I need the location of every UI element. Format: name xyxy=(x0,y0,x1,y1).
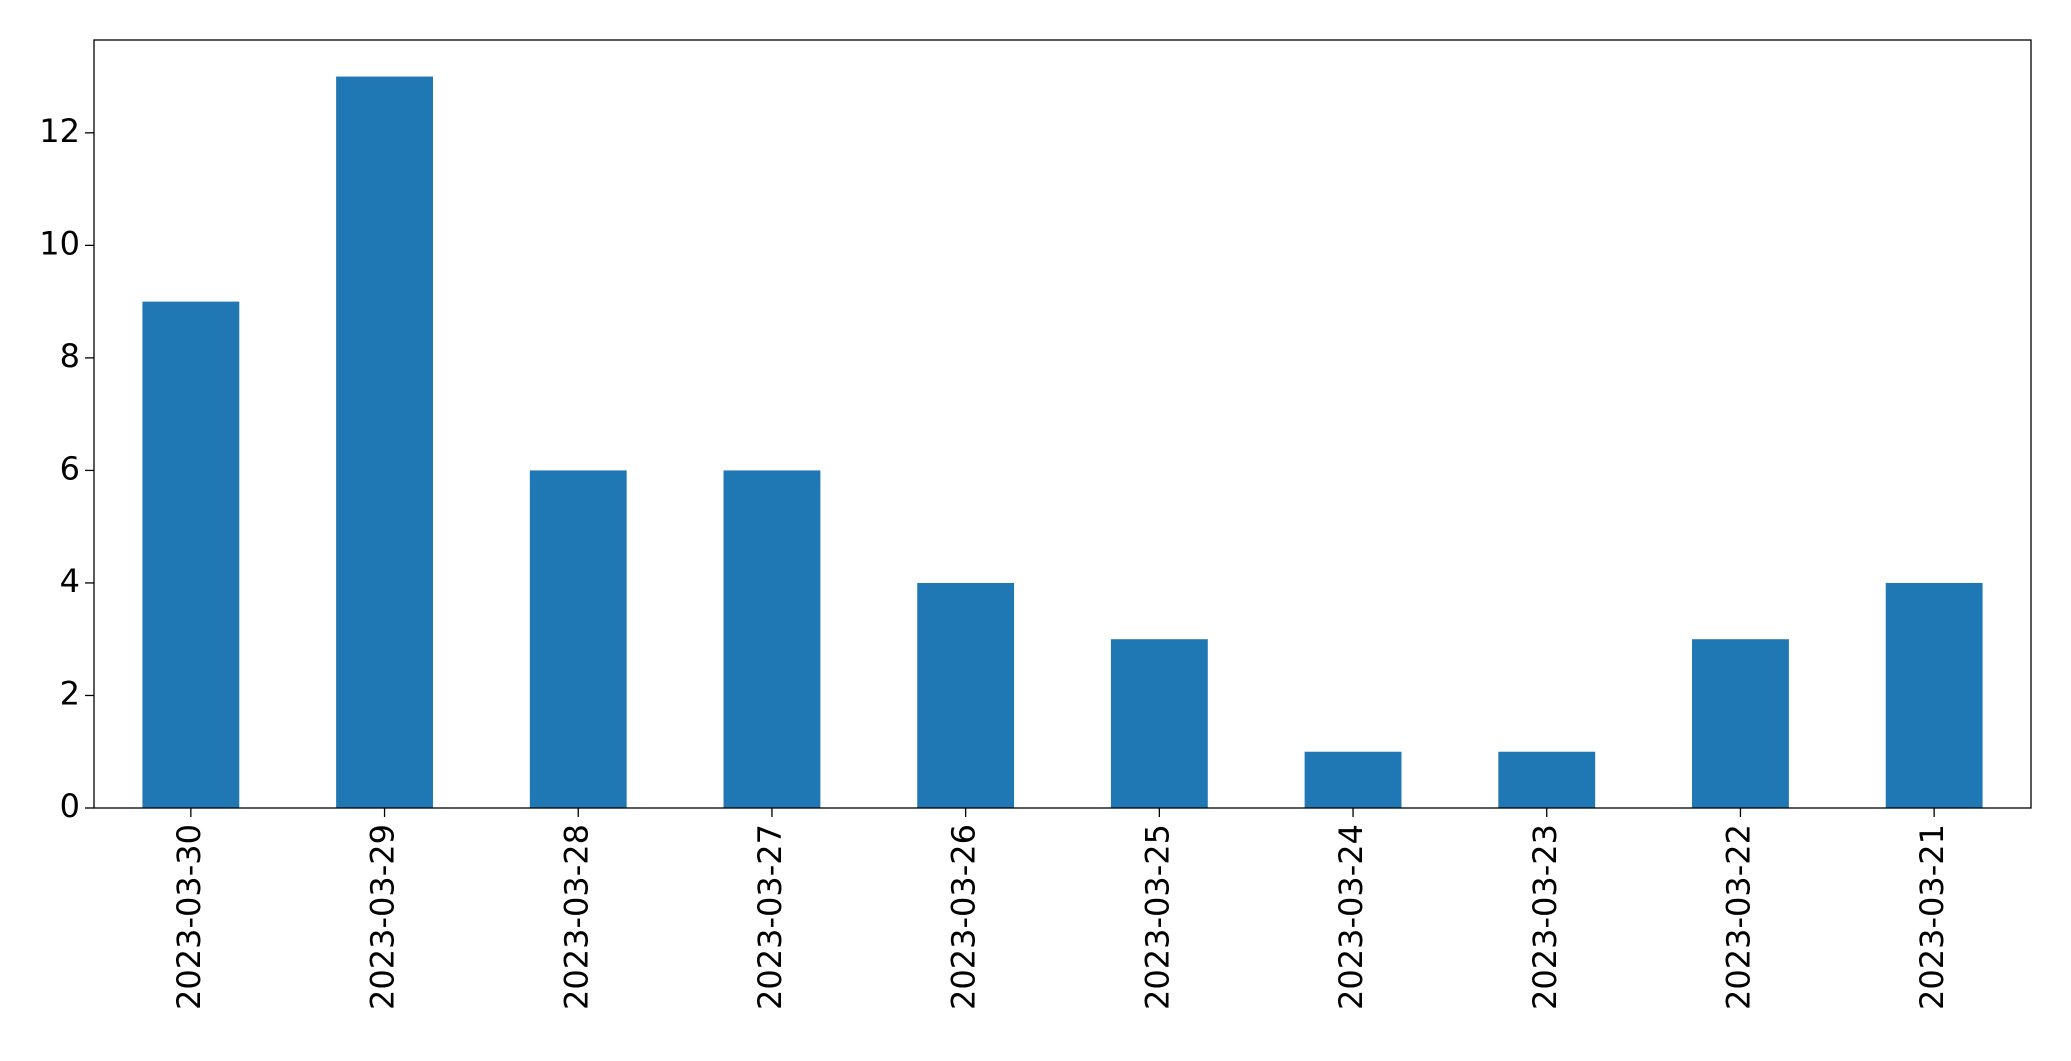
bar xyxy=(1304,751,1402,808)
bar xyxy=(1885,582,1983,808)
x-tick-label: 2023-03-26 xyxy=(945,824,983,1010)
bar xyxy=(917,582,1015,808)
bar xyxy=(1498,751,1596,808)
y-tick-label: 10 xyxy=(39,224,80,262)
y-tick-label: 8 xyxy=(60,337,80,375)
bar xyxy=(336,76,433,809)
bar xyxy=(142,301,240,808)
y-tick-label: 2 xyxy=(60,674,80,712)
x-tick-label: 2023-03-23 xyxy=(1526,824,1564,1010)
bar xyxy=(1692,639,1789,808)
x-tick-label: 2023-03-28 xyxy=(557,824,595,1010)
x-tick-label: 2023-03-21 xyxy=(1913,824,1951,1010)
x-tick-label: 2023-03-22 xyxy=(1719,824,1757,1010)
x-tick-label: 2023-03-30 xyxy=(170,824,208,1010)
x-tick-label: 2023-03-29 xyxy=(364,824,402,1010)
bar xyxy=(1110,639,1208,808)
y-tick-label: 6 xyxy=(60,449,80,487)
x-tick-label: 2023-03-25 xyxy=(1138,824,1176,1010)
y-tick-label: 12 xyxy=(39,112,80,150)
y-tick-label: 0 xyxy=(60,787,80,825)
y-tick-label: 4 xyxy=(60,562,80,600)
x-tick-label: 2023-03-27 xyxy=(751,824,789,1010)
x-tick-label: 2023-03-24 xyxy=(1332,824,1370,1010)
bar xyxy=(529,470,627,808)
plot-frame xyxy=(93,39,2032,809)
bar xyxy=(723,470,821,808)
